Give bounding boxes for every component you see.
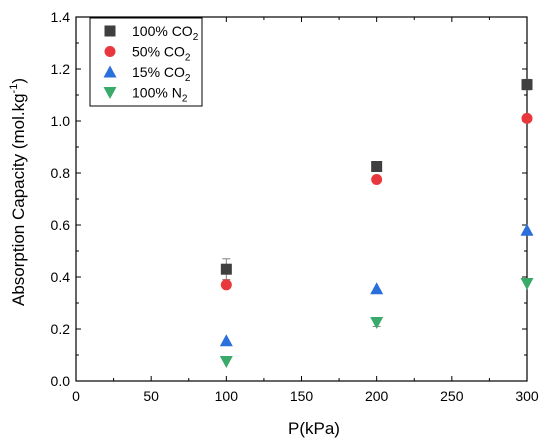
y-tick-label: 0.0 [51, 373, 71, 389]
point-series-2 [370, 282, 384, 295]
x-tick-label: 300 [515, 388, 539, 404]
legend-label: 100% N2 [132, 85, 188, 105]
x-axis-label: P(kPa) [288, 419, 340, 438]
point-series-0 [521, 79, 533, 91]
point-series-3 [370, 317, 384, 329]
legend-label: 15% CO2 [132, 64, 191, 84]
x-tick-label: 50 [143, 388, 159, 404]
ticks: 0 50 100 150 200 250 300 0.0 0.2 0.4 0.6 0.8 1.0 1.2 1… [51, 9, 539, 404]
point-series-1 [371, 174, 383, 185]
y-tick-label: 0.6 [51, 217, 71, 233]
legend-label: 50% CO2 [132, 44, 191, 64]
point-series-1 [220, 279, 232, 291]
legend-label: 100% CO2 [132, 23, 199, 43]
x-tick-label: 200 [365, 388, 389, 404]
point-series-3 [219, 356, 233, 368]
legend-marker [104, 25, 116, 37]
x-tick-label: 250 [440, 388, 464, 404]
legend-marker [103, 87, 117, 99]
data-points [219, 78, 534, 368]
y-axis-label: Absorption Capacity (mol.kg-1) [8, 78, 28, 306]
point-series-2 [219, 334, 233, 347]
x-tick-label: 0 [72, 388, 80, 404]
x-tick-label: 150 [290, 388, 314, 404]
legend-marker [103, 65, 117, 78]
y-tick-label: 0.8 [51, 165, 71, 181]
point-series-1 [521, 112, 533, 124]
y-tick-label: 1.4 [51, 9, 71, 25]
point-series-0 [371, 161, 383, 172]
point-series-2 [520, 223, 534, 236]
y-tick-label: 1.0 [51, 113, 71, 129]
y-tick-label: 0.2 [51, 321, 71, 337]
y-tick-label: 1.2 [51, 61, 71, 77]
point-series-3 [520, 278, 534, 290]
y-tick-label: 0.4 [51, 269, 71, 285]
x-tick-label: 100 [215, 388, 239, 404]
point-series-0 [220, 263, 232, 275]
legend-marker [104, 46, 116, 57]
